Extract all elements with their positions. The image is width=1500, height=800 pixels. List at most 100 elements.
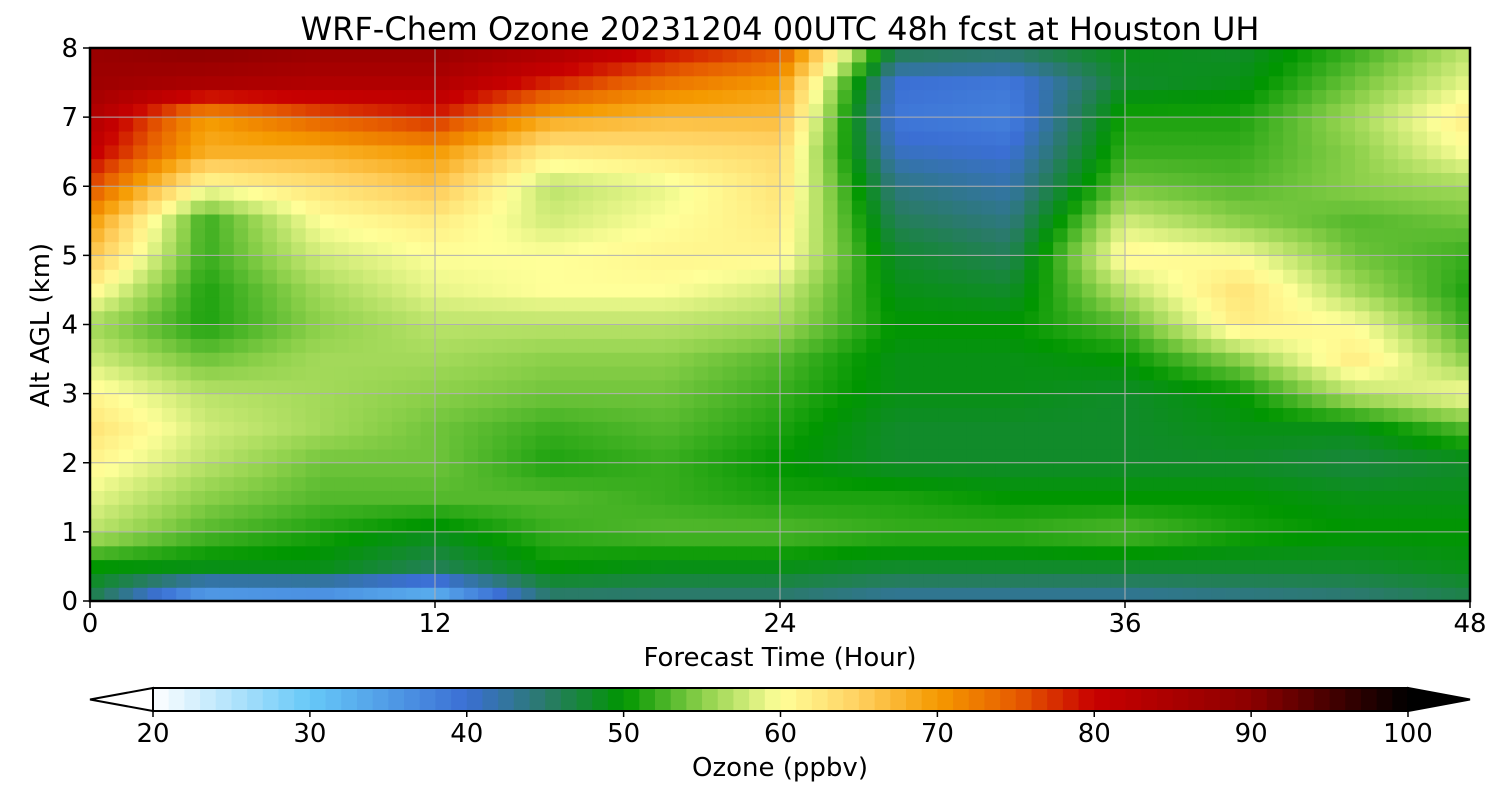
heatmap-cell bbox=[176, 269, 192, 284]
heatmap-cell bbox=[1168, 255, 1184, 270]
heatmap-cell bbox=[1182, 48, 1198, 63]
heatmap-cell bbox=[966, 352, 982, 367]
heatmap-cell bbox=[1297, 421, 1313, 436]
heatmap-cell bbox=[578, 545, 594, 561]
heatmap-cell bbox=[320, 365, 335, 381]
heatmap-cell bbox=[866, 324, 882, 339]
heatmap-cell bbox=[995, 130, 1011, 146]
heatmap-cell bbox=[1024, 352, 1040, 367]
heatmap-cell bbox=[736, 476, 752, 491]
heatmap-cell bbox=[420, 435, 436, 450]
heatmap-cell bbox=[161, 158, 177, 174]
heatmap-cell bbox=[535, 227, 551, 243]
heatmap-cell bbox=[1196, 144, 1212, 160]
heatmap-cell bbox=[765, 504, 781, 519]
heatmap-cell bbox=[377, 103, 393, 118]
heatmap-cell bbox=[276, 213, 292, 229]
heatmap-cell bbox=[1254, 172, 1270, 187]
heatmap-cell bbox=[161, 269, 177, 284]
heatmap-cell bbox=[1096, 241, 1112, 256]
heatmap-cell bbox=[1297, 89, 1313, 104]
heatmap-cell bbox=[981, 200, 997, 215]
heatmap-cell bbox=[1441, 227, 1457, 243]
heatmap-cell bbox=[1383, 518, 1399, 533]
heatmap-cell bbox=[736, 227, 752, 243]
heatmap-cell bbox=[320, 296, 335, 312]
heatmap-cell bbox=[621, 545, 637, 561]
heatmap-cell bbox=[880, 213, 896, 229]
heatmap-cell bbox=[90, 573, 105, 588]
heatmap-cell bbox=[578, 379, 594, 395]
heatmap-cell bbox=[406, 117, 422, 132]
heatmap-cell bbox=[391, 338, 407, 353]
heatmap-cell bbox=[837, 255, 853, 270]
heatmap-cell bbox=[1297, 130, 1313, 146]
heatmap-cell bbox=[377, 200, 393, 215]
heatmap-cell bbox=[1254, 462, 1270, 478]
heatmap-cell bbox=[823, 130, 839, 146]
heatmap-cell bbox=[1225, 476, 1241, 491]
heatmap-cell bbox=[1383, 172, 1399, 187]
heatmap-cell bbox=[420, 89, 436, 104]
heatmap-cell bbox=[377, 393, 393, 409]
heatmap-cell bbox=[1369, 241, 1385, 256]
heatmap-cell bbox=[1081, 393, 1097, 409]
heatmap-cell bbox=[1426, 545, 1442, 561]
heatmap-cell bbox=[305, 296, 321, 312]
heatmap-cell bbox=[478, 144, 494, 160]
heatmap-cell bbox=[578, 61, 594, 77]
heatmap-cell bbox=[1024, 75, 1040, 91]
heatmap-cell bbox=[722, 393, 738, 409]
heatmap-cell bbox=[391, 296, 407, 312]
heatmap-cell bbox=[636, 393, 652, 409]
heatmap-cell bbox=[147, 296, 163, 312]
heatmap-cell bbox=[866, 227, 882, 243]
heatmap-cell bbox=[621, 144, 637, 160]
heatmap-cell bbox=[938, 103, 954, 118]
heatmap-cell bbox=[363, 200, 379, 215]
heatmap-cell bbox=[1412, 545, 1428, 561]
heatmap-cell bbox=[650, 103, 666, 118]
heatmap-cell bbox=[780, 448, 795, 464]
heatmap-cell bbox=[1283, 144, 1299, 160]
heatmap-cell bbox=[1383, 324, 1399, 339]
heatmap-cell bbox=[334, 48, 350, 63]
colorbar-bin bbox=[435, 688, 452, 711]
heatmap-cell bbox=[391, 573, 407, 588]
x-ticks: 0 12 24 36 48 bbox=[82, 601, 1487, 639]
heatmap-cell bbox=[1455, 61, 1471, 77]
heatmap-cell bbox=[133, 61, 149, 77]
heatmap-cell bbox=[981, 448, 997, 464]
heatmap-cell bbox=[808, 255, 824, 270]
heatmap-cell bbox=[363, 227, 379, 243]
heatmap-cell bbox=[1383, 61, 1399, 77]
heatmap-cell bbox=[1398, 296, 1414, 312]
heatmap-cell bbox=[650, 338, 666, 353]
heatmap-cell bbox=[1240, 227, 1255, 243]
heatmap-cell bbox=[1024, 518, 1040, 533]
heatmap-cell bbox=[607, 421, 623, 436]
heatmap-cell bbox=[1024, 117, 1040, 132]
heatmap-cell bbox=[1426, 89, 1442, 104]
heatmap-cell bbox=[1110, 103, 1126, 118]
heatmap-cell bbox=[1412, 448, 1428, 464]
heatmap-cell bbox=[966, 255, 982, 270]
heatmap-cell bbox=[1240, 573, 1255, 588]
colorbar-bin bbox=[906, 688, 923, 711]
heatmap-cell bbox=[866, 48, 882, 63]
heatmap-cell bbox=[708, 352, 724, 367]
heatmap-cell bbox=[909, 407, 925, 422]
heatmap-cell bbox=[808, 421, 824, 436]
heatmap-cell bbox=[866, 393, 882, 409]
heatmap-cell bbox=[1038, 393, 1054, 409]
heatmap-cell bbox=[1196, 103, 1212, 118]
heatmap-cell bbox=[1326, 48, 1342, 63]
heatmap-cell bbox=[1355, 476, 1370, 491]
heatmap-cell bbox=[1455, 186, 1471, 201]
heatmap-cell bbox=[693, 103, 709, 118]
heatmap-cell bbox=[837, 559, 853, 574]
heatmap-cell bbox=[650, 227, 666, 243]
heatmap-cell bbox=[118, 352, 134, 367]
heatmap-cell bbox=[190, 283, 206, 298]
heatmap-cell bbox=[621, 213, 637, 229]
